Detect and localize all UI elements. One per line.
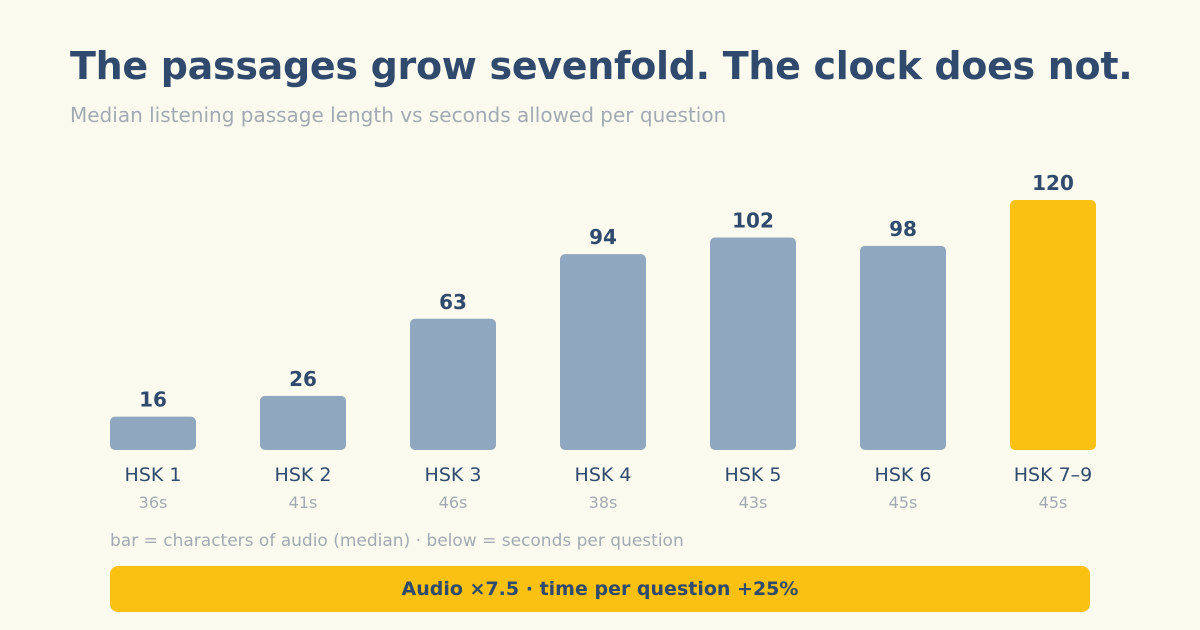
bar xyxy=(260,395,346,450)
chart-subtitle: Median listening passage length vs secon… xyxy=(70,103,727,127)
category-label: HSK 1 xyxy=(125,464,182,486)
bar xyxy=(110,416,196,450)
bar-value-label: 102 xyxy=(732,209,774,233)
seconds-label: 43s xyxy=(739,493,768,512)
category-label: HSK 3 xyxy=(425,464,482,486)
category-label: HSK 4 xyxy=(575,464,632,486)
category-label: HSK 5 xyxy=(725,464,782,486)
bar xyxy=(560,254,646,450)
chart-footnote: bar = characters of audio (median) · bel… xyxy=(110,531,684,551)
bar xyxy=(860,245,946,450)
seconds-label: 36s xyxy=(139,493,168,512)
category-label: HSK 7–9 xyxy=(1014,464,1093,486)
category-label: HSK 2 xyxy=(275,464,332,486)
summary-banner: Audio ×7.5 · time per question +25% xyxy=(110,566,1090,612)
bar-value-label: 98 xyxy=(889,217,917,241)
bar-value-label: 16 xyxy=(139,388,167,412)
seconds-label: 46s xyxy=(439,493,468,512)
bar-value-label: 120 xyxy=(1032,171,1074,195)
bar-value-label: 63 xyxy=(439,290,467,314)
bar-value-label: 94 xyxy=(589,225,617,249)
summary-text: Audio ×7.5 · time per question +25% xyxy=(401,578,799,600)
seconds-label: 38s xyxy=(589,493,618,512)
bar xyxy=(410,318,496,450)
bar xyxy=(710,237,796,450)
bar-value-label: 26 xyxy=(289,367,317,391)
bar-chart: 16 HSK 1 36s 26 HSK 2 41s 63 HSK 3 46s 94 HSK 4 38s… xyxy=(110,171,1096,512)
bar xyxy=(1010,200,1096,450)
seconds-label: 45s xyxy=(889,493,918,512)
seconds-label: 45s xyxy=(1039,493,1068,512)
chart-title: The passages grow sevenfold. The clock d… xyxy=(70,44,1133,88)
category-label: HSK 6 xyxy=(875,464,932,486)
seconds-label: 41s xyxy=(289,493,318,512)
